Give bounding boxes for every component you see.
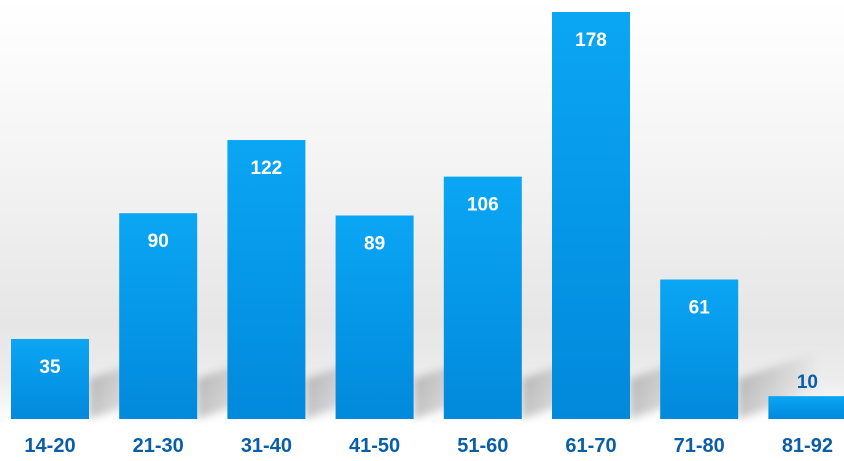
bar-51-60 [443,176,522,419]
bar-shadow [738,350,820,419]
x-axis-tick-labels: 14-20 21-30 31-40 41-50 51-60 61-70 71-80 81-92 [24,435,833,457]
data-label-14-20: 35 [39,357,61,378]
data-label-81-92: 10 [797,372,818,393]
x-tick-label-31-40: 31-40 [241,435,292,457]
bar-61-70 [552,12,630,419]
bar-21-30 [119,213,198,419]
x-tick-label-81-92: 81-92 [782,435,833,457]
x-tick-label-14-20: 14-20 [24,435,75,457]
data-label-41-50: 89 [364,234,385,255]
bar-31-40 [227,140,306,420]
data-label-51-60: 106 [467,195,499,216]
data-label-71-80: 61 [689,298,711,319]
data-label-61-70: 178 [575,30,607,51]
bars-group [11,12,844,420]
data-label-21-30: 90 [148,231,169,252]
x-tick-label-71-80: 71-80 [674,435,725,457]
bar-14-20 [11,338,89,419]
value-labels-group: 35 90 122 89 106 178 61 10 [39,30,818,393]
data-label-31-40: 122 [251,158,283,179]
x-tick-label-21-30: 21-30 [133,435,184,457]
x-tick-label-61-70: 61-70 [565,435,616,457]
x-tick-label-41-50: 41-50 [349,435,400,457]
x-tick-label-51-60: 51-60 [457,435,508,457]
bar-71-80 [660,279,739,419]
bar-81-92 [768,396,844,419]
bar-41-50 [335,215,414,419]
